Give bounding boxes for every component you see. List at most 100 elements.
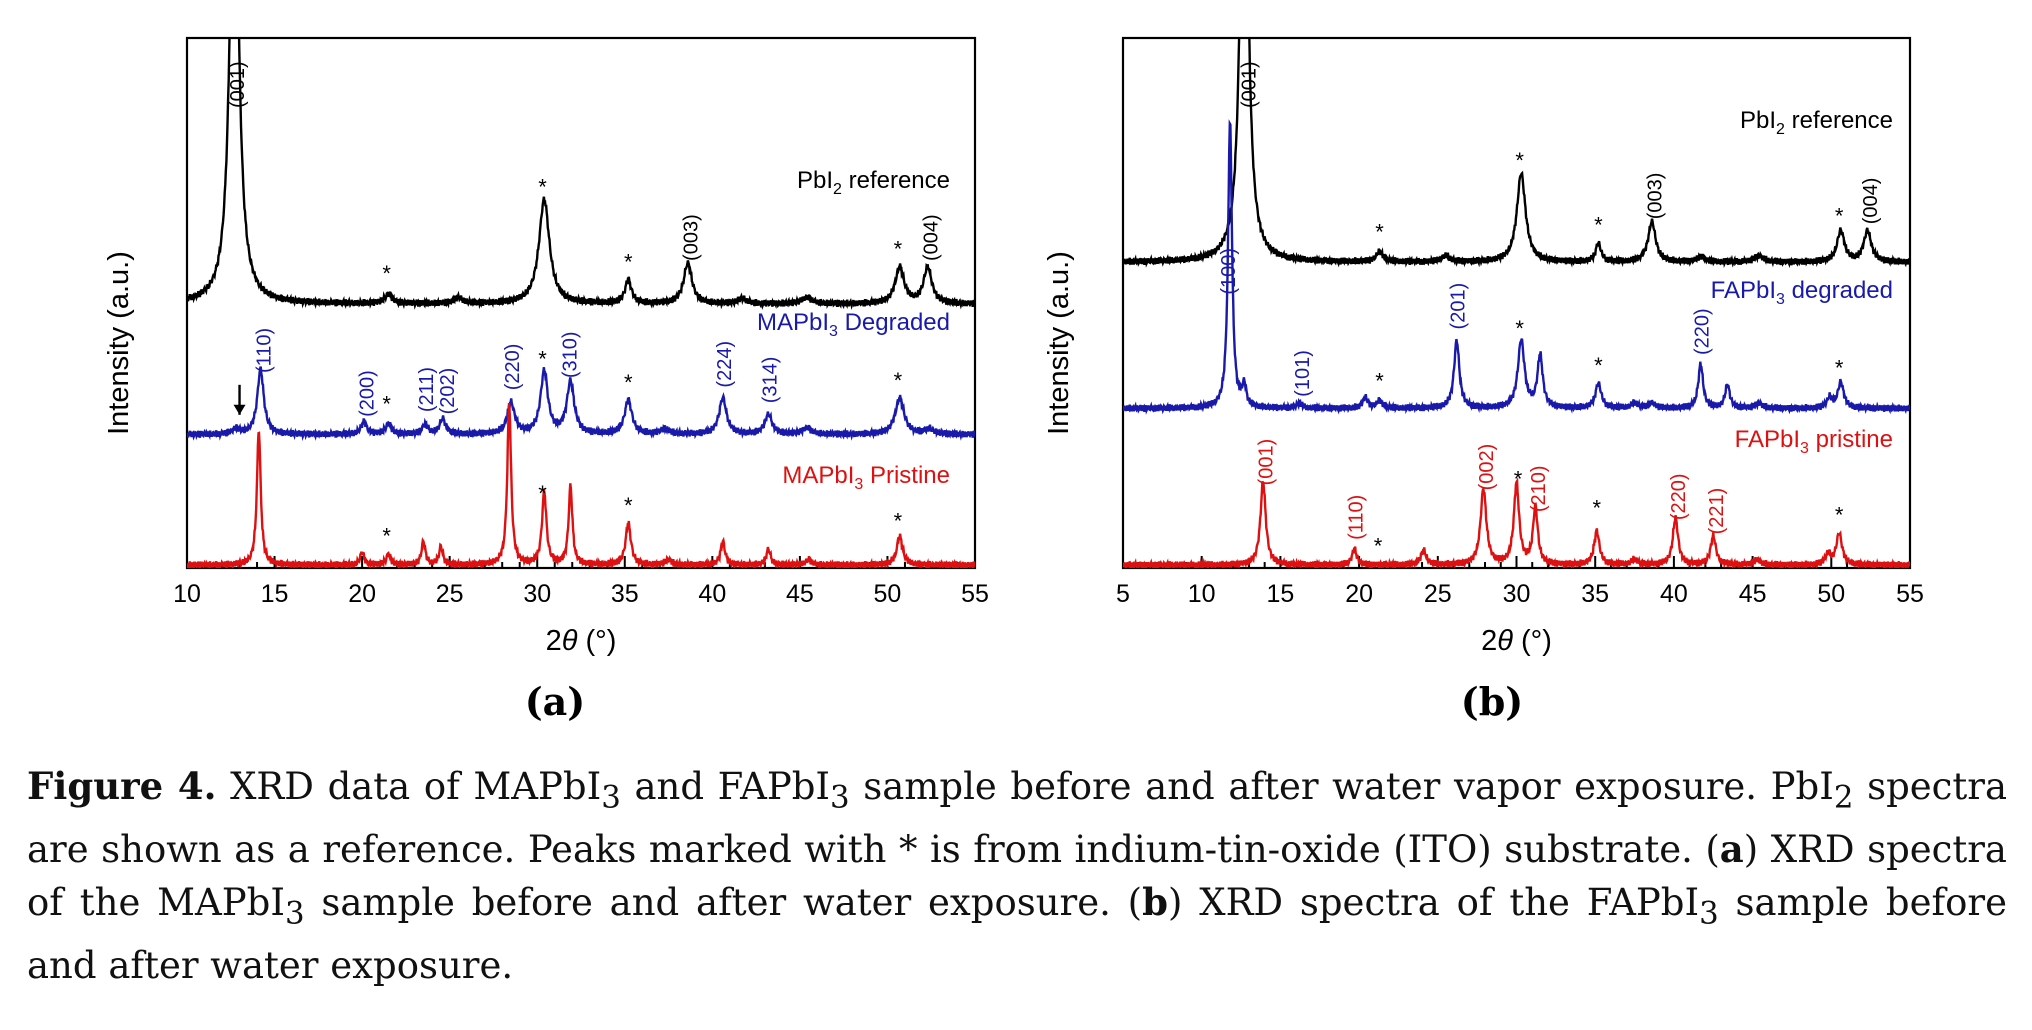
peak-label: (202) xyxy=(437,368,459,415)
caption-text: sample before and after water exposure. … xyxy=(304,881,1143,925)
x-tick-label: 5 xyxy=(1116,580,1130,608)
caption-sub: 3 xyxy=(830,779,850,816)
series-pbi2-reference xyxy=(1123,38,1910,269)
peak-label: (101) xyxy=(1292,350,1314,397)
x-tick-label: 30 xyxy=(523,580,551,608)
caption-sub: 3 xyxy=(284,895,305,932)
ito-star-marker: * xyxy=(894,508,903,533)
series-label: MAPbI3 Degraded xyxy=(757,309,950,340)
series-label-rest: Degraded xyxy=(838,309,950,336)
x-tick-label: 40 xyxy=(1660,580,1688,608)
peak-label: (001) xyxy=(1256,439,1278,486)
series-line xyxy=(187,38,975,311)
peak-label: (200) xyxy=(357,370,379,417)
ito-star-marker: * xyxy=(1835,355,1844,380)
caption-text: XRD data of MAPbI xyxy=(216,765,602,808)
panel-label: (a) xyxy=(525,679,586,724)
ito-star-marker: * xyxy=(1514,466,1523,491)
ito-star-marker: * xyxy=(1594,353,1603,378)
peak-label: (210) xyxy=(1528,465,1550,512)
ito-star-marker: * xyxy=(1374,533,1383,558)
ito-star-marker: * xyxy=(538,175,547,200)
peak-label: (201) xyxy=(1448,283,1470,330)
ito-star-marker: * xyxy=(1375,220,1384,245)
peak-label: (001) xyxy=(1238,61,1260,108)
x-tick-label: 45 xyxy=(786,580,814,608)
ito-star-marker: * xyxy=(1835,503,1844,528)
ito-star-marker: * xyxy=(382,392,391,417)
x-axis-title-part: (°) xyxy=(1513,625,1552,657)
ito-star-marker: * xyxy=(1515,148,1524,173)
caption-text: sample before and after water vapor expo… xyxy=(849,765,1834,808)
caption-text: spectra are shown as a reference. Peaks … xyxy=(27,765,2007,872)
peak-label: (224) xyxy=(714,341,736,388)
series-label-subscript: 3 xyxy=(854,476,863,493)
x-tick-label: 20 xyxy=(1345,580,1373,608)
series-label-main: FAPbI xyxy=(1711,277,1776,304)
series-label-subscript: 3 xyxy=(829,323,838,340)
caption-lead: Figure 4. xyxy=(27,764,217,808)
ito-star-marker: * xyxy=(1594,213,1603,238)
ito-star-marker: * xyxy=(382,261,391,286)
caption-text: ) XRD spectra of the MAPbI xyxy=(27,828,2007,925)
ito-star-marker: * xyxy=(1515,316,1524,341)
x-axis-title-theta: θ xyxy=(1497,625,1513,657)
peak-label: (314) xyxy=(759,357,781,404)
caption-text: ) XRD spectra of the FAPbI xyxy=(1168,881,1700,925)
peak-label: (310) xyxy=(560,331,582,378)
x-axis-title: 2θ (°) xyxy=(546,625,617,657)
series-label: PbI2 reference xyxy=(1740,107,1893,138)
ito-star-marker: * xyxy=(382,523,391,548)
panel-label: (b) xyxy=(1461,679,1524,724)
peak-label: (110) xyxy=(253,328,275,373)
ito-star-marker: * xyxy=(624,370,633,395)
x-axis-title-theta: θ xyxy=(562,625,578,657)
series-label-rest: reference xyxy=(1785,107,1893,134)
series-label-main: PbI xyxy=(797,167,833,194)
series-label-subscript: 3 xyxy=(1776,291,1785,308)
caption-sub: 3 xyxy=(601,779,621,816)
x-axis-title-part: (°) xyxy=(577,625,616,657)
x-tick-label: 15 xyxy=(1266,580,1294,608)
peak-label: (220) xyxy=(1668,473,1690,520)
series-label-main: FAPbI xyxy=(1735,426,1800,453)
x-tick-label: 35 xyxy=(1581,580,1609,608)
x-axis-title: 2θ (°) xyxy=(1481,625,1552,657)
x-tick-label: 25 xyxy=(1424,580,1452,608)
x-tick-label: 35 xyxy=(611,580,639,608)
series-fapbi3-degraded xyxy=(1123,119,1910,415)
peak-label: (002) xyxy=(1476,444,1498,491)
x-tick-label: 50 xyxy=(874,580,902,608)
ito-star-marker: * xyxy=(1375,368,1384,393)
series-mapbi3-pristine xyxy=(187,403,975,568)
series-label-main: MAPbI xyxy=(782,462,854,489)
series-label-subscript: 3 xyxy=(1800,440,1809,457)
series-label-rest: pristine xyxy=(1809,426,1893,453)
x-tick-label: 50 xyxy=(1817,580,1845,608)
x-tick-label: 25 xyxy=(436,580,464,608)
figure-caption: Figure 4. XRD data of MAPbI3 and FAPbI3 … xyxy=(27,760,2007,992)
peak-label: (211) xyxy=(416,367,438,412)
caption-sub: 3 xyxy=(1699,895,1719,932)
ito-star-marker: * xyxy=(1592,495,1601,520)
peak-label: (004) xyxy=(1860,178,1882,225)
series-label-rest: reference xyxy=(842,167,950,194)
x-axis-title-part: 2 xyxy=(546,625,562,657)
y-axis-title: Intensity (a.u.) xyxy=(1043,251,1075,435)
arrow-head xyxy=(233,404,246,415)
x-tick-label: 10 xyxy=(1188,580,1216,608)
x-tick-label: 45 xyxy=(1739,580,1767,608)
ito-star-marker: * xyxy=(1835,203,1844,228)
ito-star-marker: * xyxy=(624,493,633,518)
series-mapbi3-degraded xyxy=(187,366,975,442)
caption-text: and FAPbI xyxy=(620,765,831,808)
series-label: MAPbI3 Pristine xyxy=(782,462,950,493)
ito-star-marker: * xyxy=(894,236,903,261)
series-label-rest: degraded xyxy=(1785,277,1893,304)
peak-label: (110) xyxy=(1345,495,1367,540)
series-pbi2-reference xyxy=(187,38,975,311)
x-tick-label: 20 xyxy=(348,580,376,608)
